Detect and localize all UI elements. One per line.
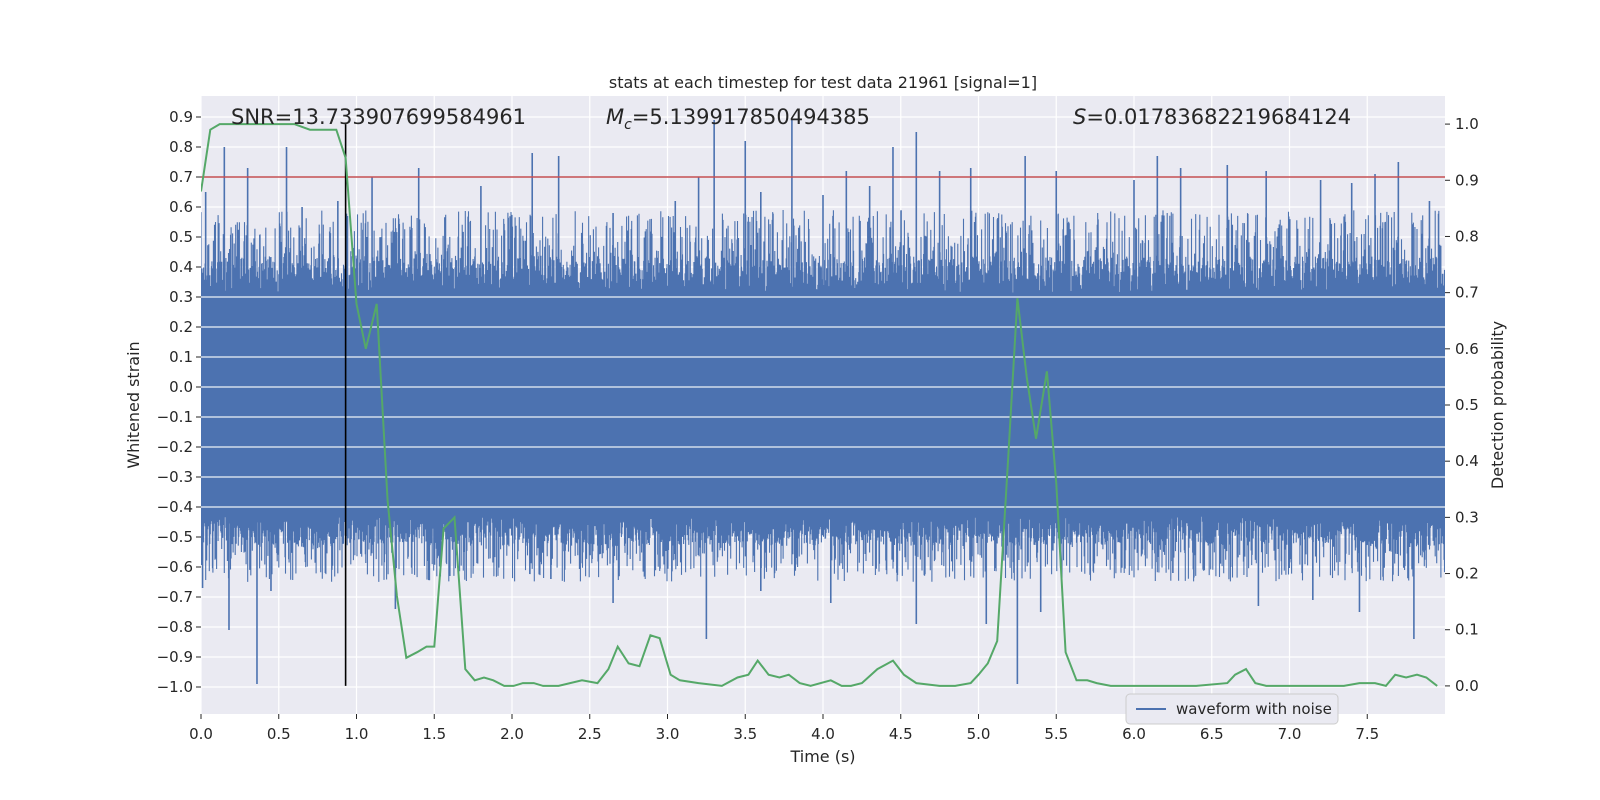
y-right-tick-label: 0.1 <box>1455 621 1479 639</box>
y-right-tick-label: 1.0 <box>1455 115 1479 133</box>
x-tick-label: 2.0 <box>500 725 524 743</box>
y-tick-label: −0.4 <box>157 498 193 516</box>
snr-annotation: SNR=13.733907699584961 <box>231 105 526 129</box>
y-axis-label-right: Detection probability <box>1488 321 1507 489</box>
x-tick-label: 7.5 <box>1355 725 1379 743</box>
y-tick-label: −0.2 <box>157 438 193 456</box>
mc-symbol: M <box>606 105 624 129</box>
y-tick-label: −0.6 <box>157 558 193 576</box>
y-tick-label: 0.9 <box>169 108 193 126</box>
x-tick-label: 0.0 <box>189 725 213 743</box>
y-tick-label: 0.4 <box>169 258 193 276</box>
legend-label: waveform with noise <box>1176 700 1332 718</box>
x-tick-label: 4.5 <box>889 725 913 743</box>
x-tick-label: 6.5 <box>1200 725 1224 743</box>
s-annotation: S=0.01783682219684124 <box>1073 105 1351 129</box>
x-tick-label: 5.0 <box>967 725 991 743</box>
chart-title: stats at each timestep for test data 219… <box>609 73 1037 92</box>
x-axis-label: Time (s) <box>789 747 855 766</box>
x-tick-label: 5.5 <box>1044 725 1068 743</box>
x-tick-label: 1.5 <box>422 725 446 743</box>
s-value: =0.01783682219684124 <box>1086 105 1351 129</box>
y-tick-label: 0.6 <box>169 198 193 216</box>
y-tick-label: 0.2 <box>169 318 193 336</box>
y-right-tick-label: 0.4 <box>1455 452 1479 470</box>
x-tick-label: 0.5 <box>267 725 291 743</box>
y-tick-label: −1.0 <box>157 678 193 696</box>
y-right-tick-label: 0.6 <box>1455 340 1479 358</box>
y-axis-label-left: Whitened strain <box>124 341 143 468</box>
y-tick-label: 0.0 <box>169 378 193 396</box>
y-right-tick-label: 0.7 <box>1455 284 1479 302</box>
y-tick-label: −0.3 <box>157 468 193 486</box>
y-ticks-right: 1.0 0.9 0.8 0.7 0.6 0.5 0.4 0.3 0.2 0.1 0.0 <box>1445 115 1479 695</box>
x-tick-label: 3.0 <box>656 725 680 743</box>
y-tick-label: 0.7 <box>169 168 193 186</box>
probability-series-line <box>201 123 1438 688</box>
x-tick-label: 1.0 <box>345 725 369 743</box>
y-tick-label: −0.8 <box>157 618 193 636</box>
plot-area <box>201 120 1445 688</box>
y-right-tick-label: 0.2 <box>1455 565 1479 583</box>
y-ticks-left: 0.9 0.8 0.7 0.6 0.5 0.4 0.3 0.2 0.1 0.0 −0.1 −0.2 −0… <box>157 108 201 696</box>
mc-value: =5.139917850494385 <box>632 105 870 129</box>
y-tick-label: 0.3 <box>169 288 193 306</box>
x-tick-label: 4.0 <box>811 725 835 743</box>
y-right-tick-label: 0.8 <box>1455 227 1479 245</box>
y-right-tick-label: 0.5 <box>1455 396 1479 414</box>
y-tick-label: −0.9 <box>157 648 193 666</box>
s-symbol: S <box>1073 105 1086 129</box>
x-tick-label: 3.5 <box>733 725 757 743</box>
y-right-tick-label: 0.3 <box>1455 508 1479 526</box>
y-tick-label: 0.5 <box>169 228 193 246</box>
x-tick-label: 6.0 <box>1122 725 1146 743</box>
y-right-tick-label: 0.9 <box>1455 171 1479 189</box>
legend: waveform with noise <box>1125 693 1339 725</box>
mc-subscript: c <box>624 117 632 133</box>
legend-box <box>1125 693 1339 725</box>
y-tick-label: −0.1 <box>157 408 193 426</box>
x-tick-label: 2.5 <box>578 725 602 743</box>
y-right-tick-label: 0.0 <box>1455 677 1479 695</box>
y-tick-label: 0.8 <box>169 138 193 156</box>
y-tick-label: 0.1 <box>169 348 193 366</box>
mc-annotation: Mc=5.139917850494385 <box>606 105 870 133</box>
waveform-series <box>201 120 1445 684</box>
waveform-core-band <box>201 294 1445 516</box>
x-tick-label: 7.0 <box>1278 725 1302 743</box>
y-tick-label: −0.7 <box>157 588 193 606</box>
y-tick-label: −0.5 <box>157 528 193 546</box>
x-ticks: 0.0 0.5 1.0 1.5 2.0 2.5 3.0 3.5 4.0 4.5 5.0 5.5 6.0 6… <box>189 714 1379 743</box>
